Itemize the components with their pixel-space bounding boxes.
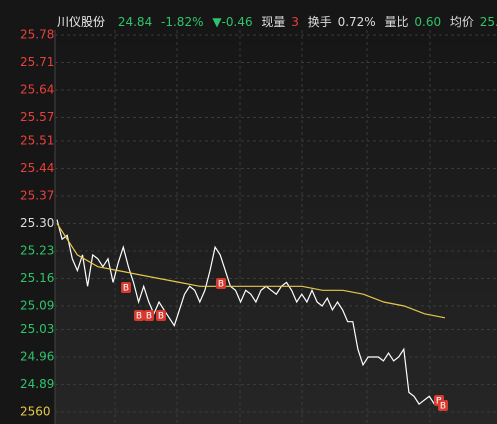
volume-axis-label: 2560 [20,405,51,419]
y-tick-label: 25.16 [20,271,54,285]
y-tick-label: 25.23 [20,243,54,257]
buy-marker-box [156,310,166,321]
y-tick-label: 25.44 [20,161,54,175]
buy-marker: B [144,310,154,322]
buy-marker: B [156,310,166,322]
buy-marker-box [216,278,226,289]
buy-marker-box [144,310,154,321]
y-tick-label: 24.96 [20,350,54,364]
change: ▼-0.46 [212,15,253,29]
volume-label: 现量 [261,15,286,29]
price: 24.84 [117,15,153,29]
ratio: 0.60 [414,15,442,29]
buy-marker: B [438,400,448,412]
buy-marker-box [121,282,131,293]
y-tick-label: 25.30 [20,216,54,230]
buy-marker-box [134,310,144,321]
header: 川仪股份 24.84 -1.82% ▼-0.46 现量 3 换手 0.72% 量… [57,13,497,30]
buy-marker-label: B [146,312,152,322]
y-tick-label: 25.57 [20,110,54,124]
change-pct: -1.82% [161,15,204,29]
ratio-label: 量比 [384,15,409,29]
turnover: 0.72% [337,15,376,29]
plot-area [55,30,497,424]
stock-name: 川仪股份 [57,15,106,29]
buy-marker: B [121,282,131,294]
volume: 3 [291,15,299,29]
y-tick-label: 25.71 [20,55,54,69]
price-line [56,219,445,405]
y-tick-label: 25.64 [20,82,54,96]
buy-marker-label: B [123,284,129,294]
buy-marker-label: B [136,312,142,322]
y-tick-label: 25.78 [20,28,54,42]
avg-line [56,223,446,319]
buy-marker: B [134,310,144,322]
y-tick-label: 25.09 [20,298,54,312]
buy-marker-box [438,400,448,411]
y-tick-label: 25.03 [20,322,54,336]
buy-marker-label: B [158,312,164,322]
turnover-label: 换手 [307,15,332,29]
avg-price: 25.07 [479,15,497,29]
buy-marker-label: B [218,280,224,290]
buy-marker-label: B [440,402,446,412]
y-tick-label: 25.51 [20,134,54,148]
avg-label: 均价 [449,15,474,29]
y-tick-label: 24.89 [20,377,54,391]
y-tick-label: 25.37 [20,189,54,203]
buy-marker: B [216,278,226,290]
